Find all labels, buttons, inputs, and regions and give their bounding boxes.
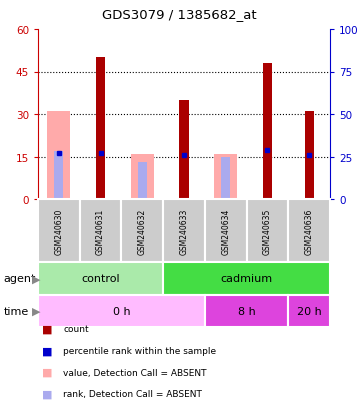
Text: percentile rank within the sample: percentile rank within the sample	[63, 346, 216, 355]
Text: time: time	[4, 306, 29, 316]
Bar	[163, 199, 205, 262]
Bar	[54, 152, 63, 199]
Bar	[214, 154, 237, 199]
Bar	[38, 262, 163, 295]
Text: value, Detection Call = ABSENT: value, Detection Call = ABSENT	[63, 368, 207, 377]
Text: 20 h: 20 h	[297, 306, 321, 316]
Bar	[179, 101, 189, 199]
Text: GSM240633: GSM240633	[179, 208, 189, 254]
Bar	[288, 295, 330, 327]
Text: GSM240630: GSM240630	[54, 208, 63, 254]
Bar	[121, 199, 163, 262]
Text: ■: ■	[42, 324, 52, 334]
Bar	[80, 199, 121, 262]
Text: cadmium: cadmium	[221, 274, 273, 284]
Bar	[38, 295, 205, 327]
Text: GSM240636: GSM240636	[305, 208, 314, 254]
Text: ■: ■	[42, 346, 52, 356]
Bar	[205, 295, 288, 327]
Bar	[288, 199, 330, 262]
Text: control: control	[81, 274, 120, 284]
Text: 8 h: 8 h	[238, 306, 256, 316]
Text: GSM240632: GSM240632	[138, 208, 147, 254]
Text: ▶: ▶	[32, 274, 40, 284]
Text: ■: ■	[42, 367, 52, 377]
Text: GSM240631: GSM240631	[96, 208, 105, 254]
Bar	[305, 112, 314, 199]
Bar	[263, 64, 272, 199]
Bar	[47, 112, 70, 199]
Text: 0 h: 0 h	[113, 306, 130, 316]
Bar	[205, 199, 247, 262]
Text: ■: ■	[42, 389, 52, 399]
Text: rank, Detection Call = ABSENT: rank, Detection Call = ABSENT	[63, 389, 202, 398]
Bar	[96, 58, 105, 199]
Bar	[221, 157, 230, 199]
Bar	[38, 199, 80, 262]
Text: GDS3079 / 1385682_at: GDS3079 / 1385682_at	[102, 8, 256, 21]
Text: count: count	[63, 325, 89, 334]
Bar	[247, 199, 288, 262]
Text: ▶: ▶	[32, 306, 40, 316]
Bar	[163, 262, 330, 295]
Bar	[131, 154, 154, 199]
Bar	[138, 163, 147, 199]
Text: agent: agent	[4, 274, 36, 284]
Text: GSM240635: GSM240635	[263, 208, 272, 254]
Text: GSM240634: GSM240634	[221, 208, 230, 254]
